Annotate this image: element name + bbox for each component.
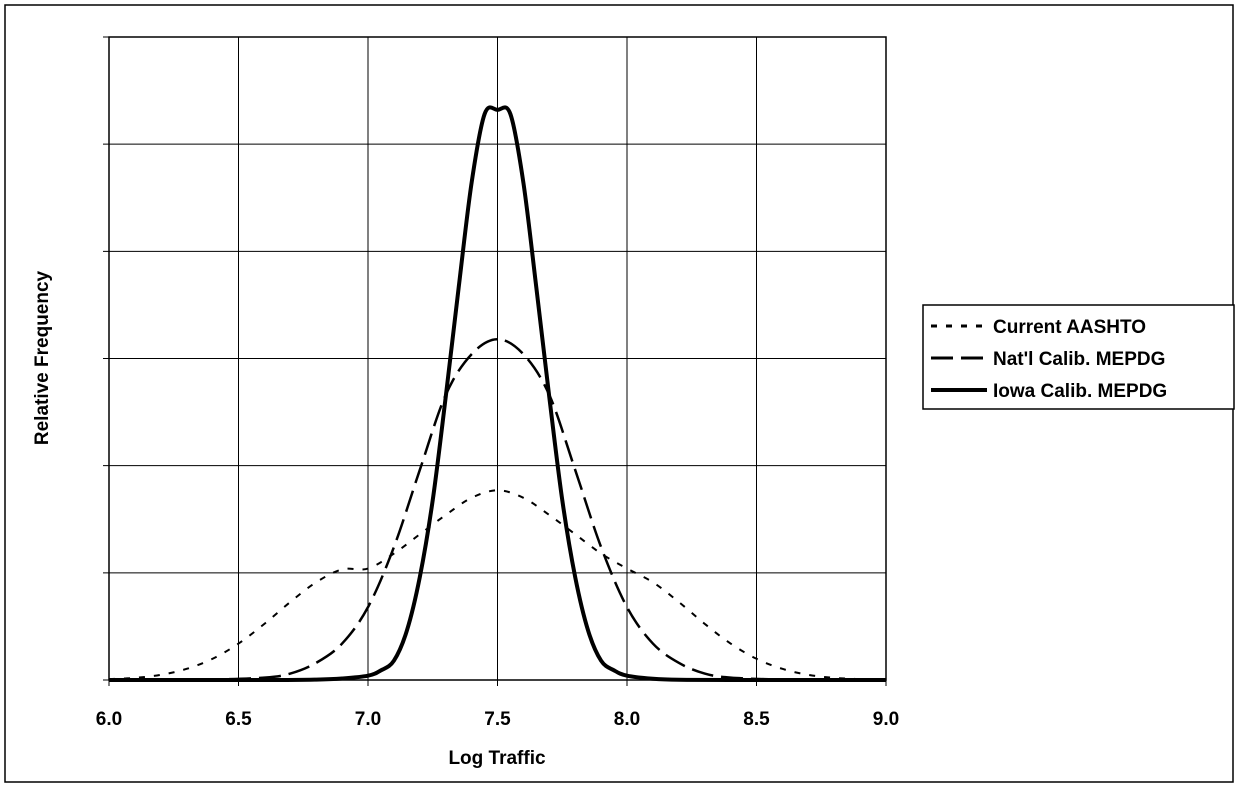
series-layer [108,105,887,683]
x-tick-label: 8.0 [614,709,640,730]
x-tick-label: 7.0 [355,709,381,730]
legend-label-iowa-calib-mepdg: Iowa Calib. MEPDG [993,381,1167,402]
x-tick-labels: 6.0 6.5 7.0 7.5 8.0 8.5 9.0 [96,709,899,730]
x-axis-title: Log Traffic [448,748,546,769]
series-line-nat-l-calib-mepdg [109,337,886,682]
y-axis-title: Relative Frequency [32,270,53,445]
x-tick-label: 6.0 [96,709,122,730]
series-line-current-aashto [108,489,887,681]
plot-area [108,36,887,681]
legend-label-natl-calib-mepdg: Nat'l Calib. MEPDG [993,349,1165,370]
x-tick-label: 9.0 [873,709,899,730]
legend: Current AASHTO Nat'l Calib. MEPDG Iowa C… [922,304,1235,410]
series-line-iowa-calib-mepdg [109,105,886,683]
grid [103,36,887,686]
x-tick-label: 6.5 [225,709,252,730]
legend-label-current-aashto: Current AASHTO [993,317,1146,338]
x-tick-label: 7.5 [484,709,511,730]
x-tick-label: 8.5 [743,709,770,730]
